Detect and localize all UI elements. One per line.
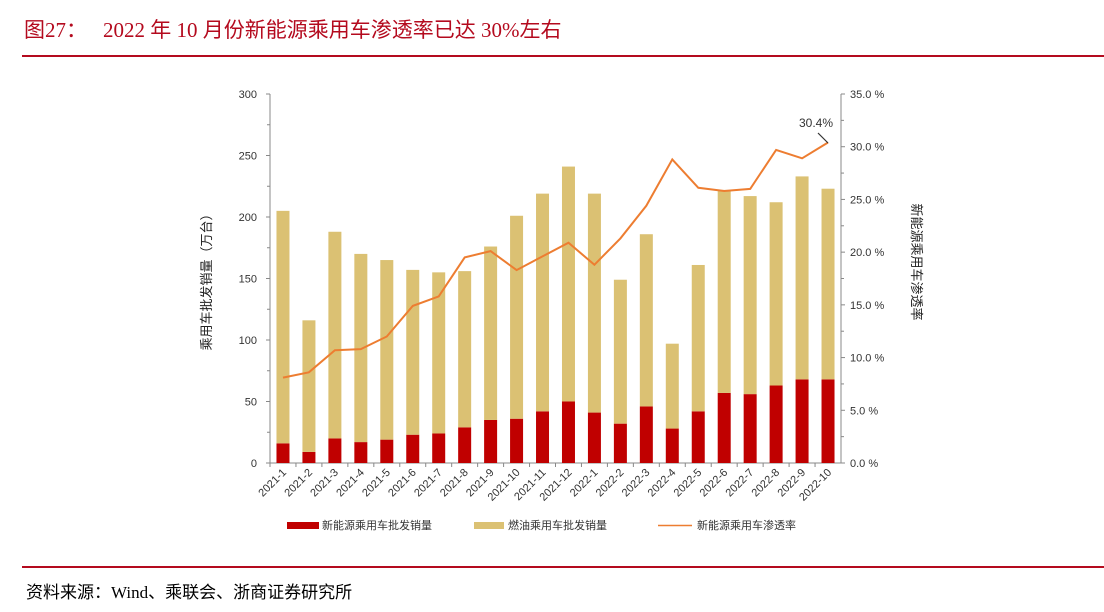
bottom-rule xyxy=(22,566,1104,568)
legend-swatch-nev xyxy=(287,522,319,529)
line-penetration xyxy=(282,141,829,379)
x-tick-label: 2021-7 xyxy=(412,467,445,500)
bar-ice xyxy=(665,343,679,429)
bar-ice xyxy=(510,215,524,419)
x-tick-label: 2021-8 xyxy=(438,467,471,500)
y-tick-label: 0 xyxy=(251,458,257,470)
bar-ice xyxy=(743,196,757,395)
x-tick-label: 2022-3 xyxy=(620,467,653,500)
legend: 新能源乘用车批发销量 燃油乘用车批发销量 新能源乘用车渗透率 xyxy=(287,518,796,532)
legend-label-nev: 新能源乘用车批发销量 xyxy=(322,518,432,532)
y2-tick-label: 5.0 % xyxy=(850,405,878,417)
x-tick-label: 2022-5 xyxy=(672,467,705,500)
bars xyxy=(276,166,835,463)
axes: 0 50 100 150 200 250 300 0.0 % 5.0 % 10.0 % 15.0 %… xyxy=(239,89,885,470)
y-tick-label: 150 xyxy=(239,274,257,286)
legend-label-ice: 燃油乘用车批发销量 xyxy=(508,518,607,532)
bar-nev xyxy=(380,439,394,463)
source-note: 资料来源：Wind、乘联会、浙商证券研究所 xyxy=(26,583,353,602)
bar-nev xyxy=(276,443,290,463)
bar-nev xyxy=(795,379,809,463)
bar-ice xyxy=(536,193,550,412)
x-tick-label: 2021-3 xyxy=(308,467,341,500)
bar-ice xyxy=(613,279,627,424)
bar-nev xyxy=(510,418,524,463)
y-tick-label: 100 xyxy=(239,335,257,347)
bar-nev xyxy=(458,427,472,463)
figure-title-text: 2022 年 10 月份新能源乘用车渗透率已达 30%左右 xyxy=(103,18,562,42)
figure-number: 图27： xyxy=(24,18,87,42)
y2-tick-label: 30.0 % xyxy=(850,142,884,154)
legend-swatch-ice xyxy=(474,522,504,529)
y2-tick-label: 15.0 % xyxy=(850,300,884,312)
bar-ice xyxy=(406,269,420,435)
bar-nev xyxy=(613,423,627,463)
y2-tick-label: 25.0 % xyxy=(850,194,884,206)
bar-nev xyxy=(536,411,550,463)
bar-nev xyxy=(354,442,368,463)
bar-ice xyxy=(769,202,783,386)
bar-ice xyxy=(276,210,290,444)
bar-nev xyxy=(743,394,757,463)
bar-nev xyxy=(484,419,498,463)
top-rule xyxy=(22,55,1104,57)
bar-nev xyxy=(665,428,679,463)
x-tick-label: 2022-4 xyxy=(646,467,679,500)
x-tick-label: 2022-2 xyxy=(594,467,627,500)
bar-nev xyxy=(587,412,601,463)
x-tick-label: 2022-6 xyxy=(698,467,731,500)
bar-nev xyxy=(561,401,575,463)
bar-ice xyxy=(561,166,575,402)
bar-nev xyxy=(302,451,316,463)
chart: 0 50 100 150 200 250 300 0.0 % 5.0 % 10.0 % 15.0 %… xyxy=(199,89,924,532)
bar-ice xyxy=(432,272,446,434)
bar-nev xyxy=(639,406,653,463)
x-tick-labels: 2021-12021-22021-32021-42021-52021-62021… xyxy=(256,467,834,504)
y-tick-label: 250 xyxy=(239,151,257,163)
x-tick-label: 2021-4 xyxy=(334,467,367,500)
bar-nev xyxy=(769,385,783,463)
y2-tick-label: 35.0 % xyxy=(850,89,884,101)
y-tick-label: 300 xyxy=(239,89,257,101)
figure-title: 图27： 2022 年 10 月份新能源乘用车渗透率已达 30%左右 xyxy=(24,14,562,44)
x-tick-label: 2021-2 xyxy=(282,467,315,500)
y2-tick-label: 0.0 % xyxy=(850,458,878,470)
x-tick-label: 2021-5 xyxy=(360,467,393,500)
x-tick-label: 2021-1 xyxy=(256,467,289,500)
bar-ice xyxy=(587,193,601,413)
bar-ice xyxy=(795,176,809,380)
bar-ice xyxy=(717,189,731,393)
y2-tick-label: 20.0 % xyxy=(850,247,884,259)
bar-nev xyxy=(432,433,446,463)
bar-ice xyxy=(691,264,705,412)
bar-nev xyxy=(821,379,835,463)
annotation-label: 30.4% xyxy=(799,116,833,130)
x-tick-label: 2022-8 xyxy=(750,467,783,500)
y-tick-label: 50 xyxy=(245,397,257,409)
y2-axis-label: 新能源乘用车渗透率 xyxy=(908,203,924,320)
bar-nev xyxy=(406,434,420,463)
bar-ice xyxy=(302,320,316,452)
annotation-leader xyxy=(817,132,829,144)
bar-ice xyxy=(380,260,394,440)
bar-nev xyxy=(717,392,731,463)
y2-tick-label: 10.0 % xyxy=(850,353,884,365)
bar-nev xyxy=(328,438,342,463)
legend-label-line: 新能源乘用车渗透率 xyxy=(697,518,796,532)
x-tick-label: 2022-1 xyxy=(568,467,601,500)
bar-ice xyxy=(328,231,342,439)
bar-ice xyxy=(484,246,498,420)
bar-ice xyxy=(458,271,472,428)
bar-ice xyxy=(639,234,653,407)
x-tick-label: 2021-6 xyxy=(386,467,419,500)
y-axis-label: 乘用车批发销量（万台） xyxy=(199,207,215,350)
bar-ice xyxy=(821,188,835,380)
y-tick-label: 200 xyxy=(239,212,257,224)
bar-nev xyxy=(691,411,705,463)
x-tick-label: 2022-7 xyxy=(724,467,757,500)
